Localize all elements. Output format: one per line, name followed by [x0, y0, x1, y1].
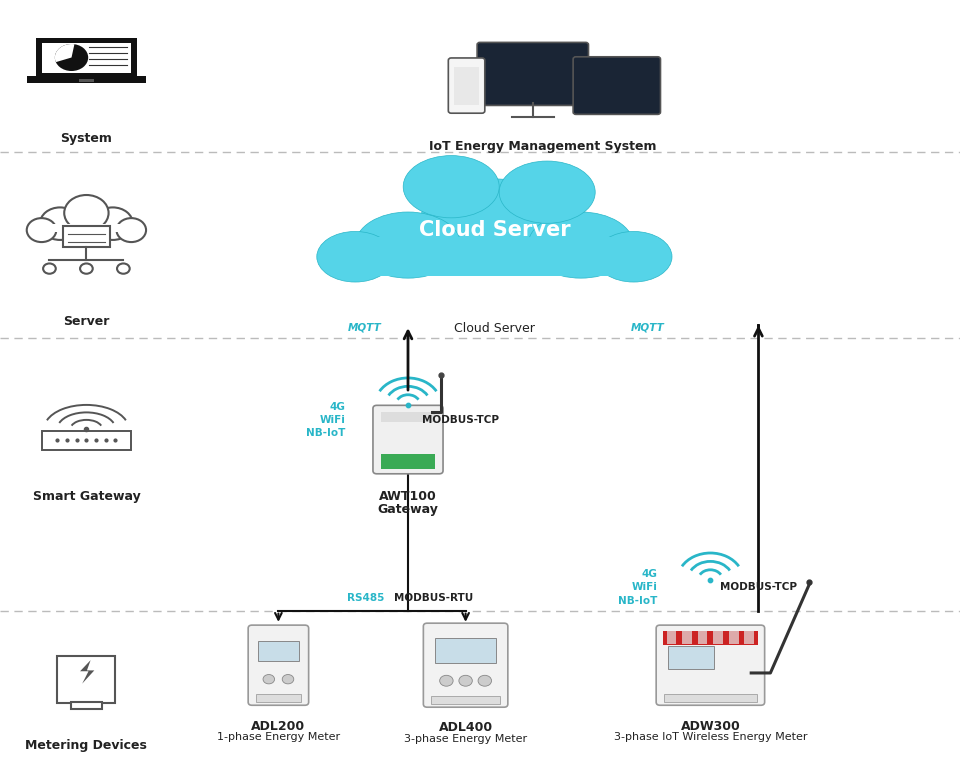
Bar [698, 632, 708, 644]
Ellipse shape [499, 161, 595, 223]
FancyBboxPatch shape [657, 626, 764, 705]
Bar [255, 695, 301, 703]
Ellipse shape [595, 232, 672, 282]
Text: MQTT: MQTT [631, 322, 665, 332]
Polygon shape [80, 660, 94, 684]
Text: ADL200: ADL200 [252, 720, 305, 733]
Text: MQTT: MQTT [348, 322, 382, 332]
Circle shape [117, 264, 130, 274]
Text: Metering Devices: Metering Devices [26, 739, 147, 752]
Text: 4G
WiFi
NB-IoT: 4G WiFi NB-IoT [618, 569, 658, 605]
Circle shape [263, 675, 275, 684]
Bar [666, 632, 676, 644]
Circle shape [93, 208, 132, 240]
Ellipse shape [317, 232, 394, 282]
Text: System: System [60, 132, 112, 145]
Bar [380, 412, 436, 422]
Text: ADL400: ADL400 [439, 721, 492, 734]
Bar [454, 66, 479, 105]
Ellipse shape [355, 212, 461, 278]
Polygon shape [36, 37, 137, 76]
Text: Cloud Server: Cloud Server [419, 219, 570, 240]
Text: Gateway: Gateway [377, 503, 439, 517]
Bar [662, 632, 758, 646]
Text: 3-phase IoT Wireless Energy Meter: 3-phase IoT Wireless Energy Meter [613, 732, 807, 742]
Bar [331, 237, 658, 276]
Bar [745, 632, 755, 644]
Text: AWT100: AWT100 [379, 490, 437, 503]
Text: Cloud Server: Cloud Server [454, 321, 535, 335]
Text: MODBUS-RTU: MODBUS-RTU [394, 593, 473, 603]
Text: 4G
WiFi
NB-IoT: 4G WiFi NB-IoT [306, 402, 346, 438]
Bar [41, 431, 132, 450]
Circle shape [80, 264, 93, 274]
Ellipse shape [420, 179, 568, 265]
Circle shape [64, 195, 108, 231]
Bar [62, 226, 110, 247]
Circle shape [40, 208, 80, 240]
Bar [668, 646, 714, 669]
Circle shape [440, 675, 453, 686]
FancyBboxPatch shape [477, 42, 588, 106]
Circle shape [116, 218, 146, 242]
Bar [80, 79, 93, 82]
Text: 1-phase Energy Meter: 1-phase Energy Meter [217, 732, 340, 742]
Bar [683, 632, 692, 644]
FancyBboxPatch shape [423, 623, 508, 707]
Text: IoT Energy Management System: IoT Energy Management System [429, 140, 656, 153]
Text: MODBUS-TCP: MODBUS-TCP [720, 583, 797, 592]
Circle shape [478, 675, 492, 686]
FancyBboxPatch shape [448, 58, 485, 113]
Ellipse shape [528, 212, 634, 278]
Polygon shape [42, 43, 131, 73]
Circle shape [282, 675, 294, 684]
Text: Smart Gateway: Smart Gateway [33, 490, 140, 503]
Bar [435, 638, 496, 663]
Polygon shape [55, 44, 75, 62]
Polygon shape [31, 224, 142, 232]
Text: MODBUS-TCP: MODBUS-TCP [422, 415, 499, 425]
Polygon shape [27, 76, 146, 82]
Text: 3-phase Energy Meter: 3-phase Energy Meter [404, 734, 527, 744]
FancyBboxPatch shape [573, 57, 660, 114]
Text: ADW300: ADW300 [681, 720, 740, 733]
Bar [713, 632, 723, 644]
Circle shape [27, 218, 57, 242]
FancyBboxPatch shape [372, 405, 443, 474]
Ellipse shape [403, 156, 499, 218]
Text: Server: Server [63, 315, 109, 328]
Circle shape [43, 264, 56, 274]
Bar [664, 695, 756, 703]
Circle shape [459, 675, 472, 686]
Bar [58, 656, 115, 703]
Text: RS485: RS485 [347, 593, 384, 603]
Circle shape [55, 44, 88, 71]
Bar [71, 702, 103, 710]
FancyBboxPatch shape [248, 626, 308, 705]
Bar [257, 641, 299, 661]
Bar [729, 632, 738, 644]
Bar [431, 696, 500, 704]
Bar [380, 454, 436, 469]
